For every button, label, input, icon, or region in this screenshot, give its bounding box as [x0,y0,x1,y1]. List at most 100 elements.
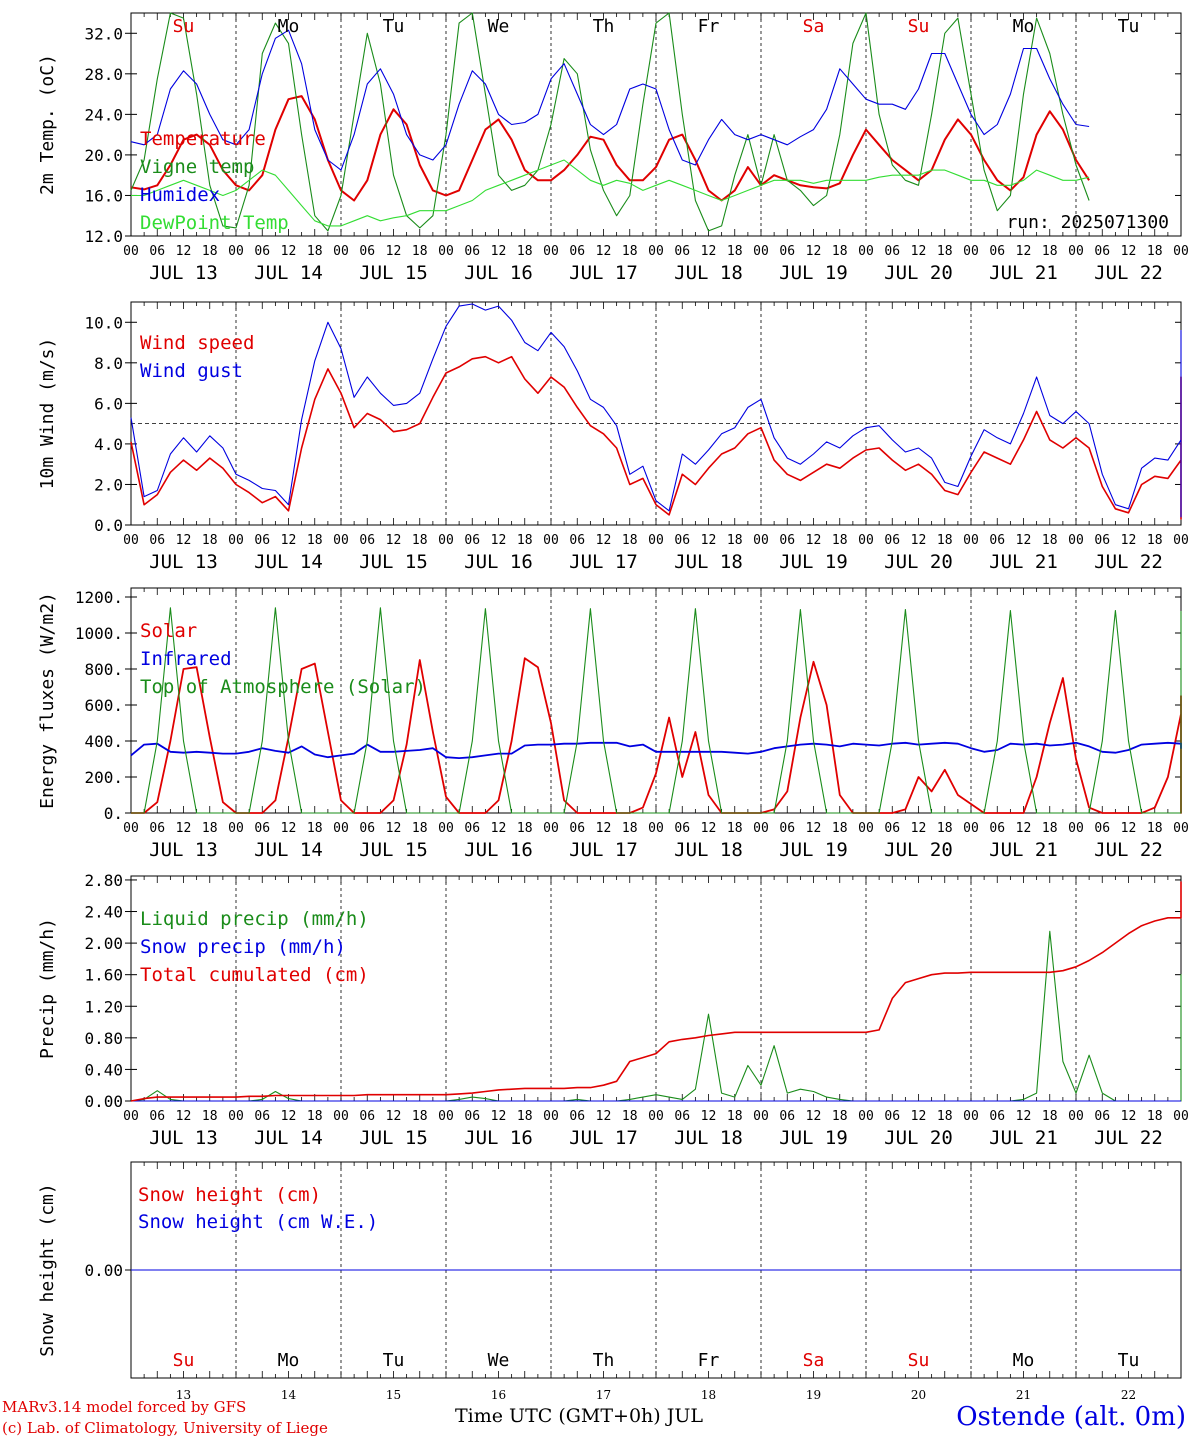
hour-tick-label: 18 [202,533,218,548]
day-name: Mo [278,1350,300,1371]
hour-tick-label: 12 [386,244,402,259]
hour-tick-label: 00 [1173,533,1189,548]
day-name: Sa [803,16,825,37]
y-tick-label: 1200. [75,588,123,607]
y-tick-label: 0.40 [84,1060,123,1079]
y-tick-label: 28.0 [84,65,123,84]
hour-tick-label: 06 [779,244,795,259]
y-tick-label: 10.0 [84,313,123,332]
hour-tick-label: 12 [491,533,507,548]
hour-tick-label: 00 [228,1109,244,1124]
hour-tick-label: 00 [1173,244,1189,259]
day-number: 14 [281,1388,297,1402]
y-tick-label: 1.20 [84,997,123,1016]
hour-tick-label: 00 [333,244,349,259]
hour-tick-label: 00 [333,821,349,836]
hour-tick-label: 12 [1016,244,1032,259]
hour-tick-label: 06 [569,244,585,259]
date-label: JUL 21 [989,839,1058,861]
hour-tick-label: 06 [464,1109,480,1124]
hour-tick-label: 06 [1094,1109,1110,1124]
legend-entry: Top of Atmosphere (Solar) [140,676,426,698]
y-tick-label: 4.0 [94,435,123,454]
hour-tick-label: 06 [779,1109,795,1124]
hour-tick-label: 06 [1094,244,1110,259]
legend-entry: Vigne temp [140,156,254,178]
date-label: JUL 22 [1094,262,1163,284]
hour-tick-label: 00 [1173,821,1189,836]
day-name: Tu [1118,16,1140,37]
day-number: 17 [596,1388,611,1402]
hour-tick-label: 18 [1042,821,1058,836]
y-tick-label: 400. [84,732,123,751]
hour-tick-label: 12 [1016,533,1032,548]
hour-tick-label: 00 [333,1109,349,1124]
hour-tick-label: 12 [1121,1109,1137,1124]
date-label: JUL 13 [149,262,218,284]
date-label: JUL 15 [359,1127,428,1149]
hour-tick-label: 06 [569,1109,585,1124]
copyright-credit: (c) Lab. of Climatology, University of L… [2,1419,328,1437]
date-label: JUL 19 [779,551,848,573]
hour-tick-label: 18 [622,1109,638,1124]
y-tick-label: 1.60 [84,966,123,985]
hour-tick-label: 00 [963,533,979,548]
hour-tick-label: 06 [989,821,1005,836]
hour-tick-label: 00 [438,244,454,259]
date-label: JUL 20 [884,262,953,284]
hour-tick-label: 00 [753,533,769,548]
hour-tick-label: 12 [911,244,927,259]
hour-tick-label: 12 [701,821,717,836]
date-label: JUL 18 [674,839,743,861]
hour-tick-label: 06 [149,1109,165,1124]
date-label: JUL 20 [884,551,953,573]
legend-entry: Snow height (cm W.E.) [138,1211,378,1233]
y-axis-title: Energy fluxes (W/m2) [37,592,58,809]
hour-tick-label: 00 [228,244,244,259]
hour-tick-label: 18 [412,821,428,836]
date-label: JUL 16 [464,262,533,284]
day-number: 20 [911,1388,926,1402]
hour-tick-label: 00 [858,1109,874,1124]
location-label: Ostende (alt. 0m) [956,1402,1186,1432]
date-label: JUL 16 [464,839,533,861]
hour-tick-label: 12 [176,821,192,836]
date-label: JUL 15 [359,262,428,284]
hour-tick-label: 12 [491,1109,507,1124]
hour-tick-label: 00 [648,533,664,548]
y-tick-label: 12.0 [84,227,123,246]
date-label: JUL 18 [674,551,743,573]
hour-tick-label: 12 [386,533,402,548]
day-number: 22 [1121,1388,1136,1402]
day-name: Mo [1013,16,1035,37]
date-label: JUL 13 [149,1127,218,1149]
hour-tick-label: 12 [281,821,297,836]
day-name: Tu [383,1350,405,1371]
legend-entry: Total cumulated (cm) [140,964,369,986]
hour-tick-label: 00 [1068,821,1084,836]
hour-tick-label: 18 [832,533,848,548]
hour-tick-label: 00 [543,1109,559,1124]
date-label: JUL 15 [359,551,428,573]
hour-tick-label: 18 [1147,533,1163,548]
day-name: Mo [1013,1350,1035,1371]
date-label: JUL 22 [1094,1127,1163,1149]
hour-tick-label: 12 [491,244,507,259]
hour-tick-label: 12 [911,821,927,836]
hour-tick-label: 12 [806,821,822,836]
series-line-temperature [130,95,1090,202]
hour-tick-label: 18 [1042,244,1058,259]
hour-tick-label: 12 [596,1109,612,1124]
hour-tick-label: 00 [963,821,979,836]
hour-tick-label: 12 [1016,821,1032,836]
hour-tick-label: 00 [333,533,349,548]
hour-tick-label: 12 [596,533,612,548]
day-name: Fr [698,16,720,37]
y-tick-label: 0.00 [84,1261,123,1280]
date-label: JUL 18 [674,262,743,284]
legend-entry: Humidex [140,184,220,206]
hour-tick-label: 06 [569,821,585,836]
hour-tick-label: 06 [1094,533,1110,548]
y-tick-label: 2.40 [84,903,123,922]
